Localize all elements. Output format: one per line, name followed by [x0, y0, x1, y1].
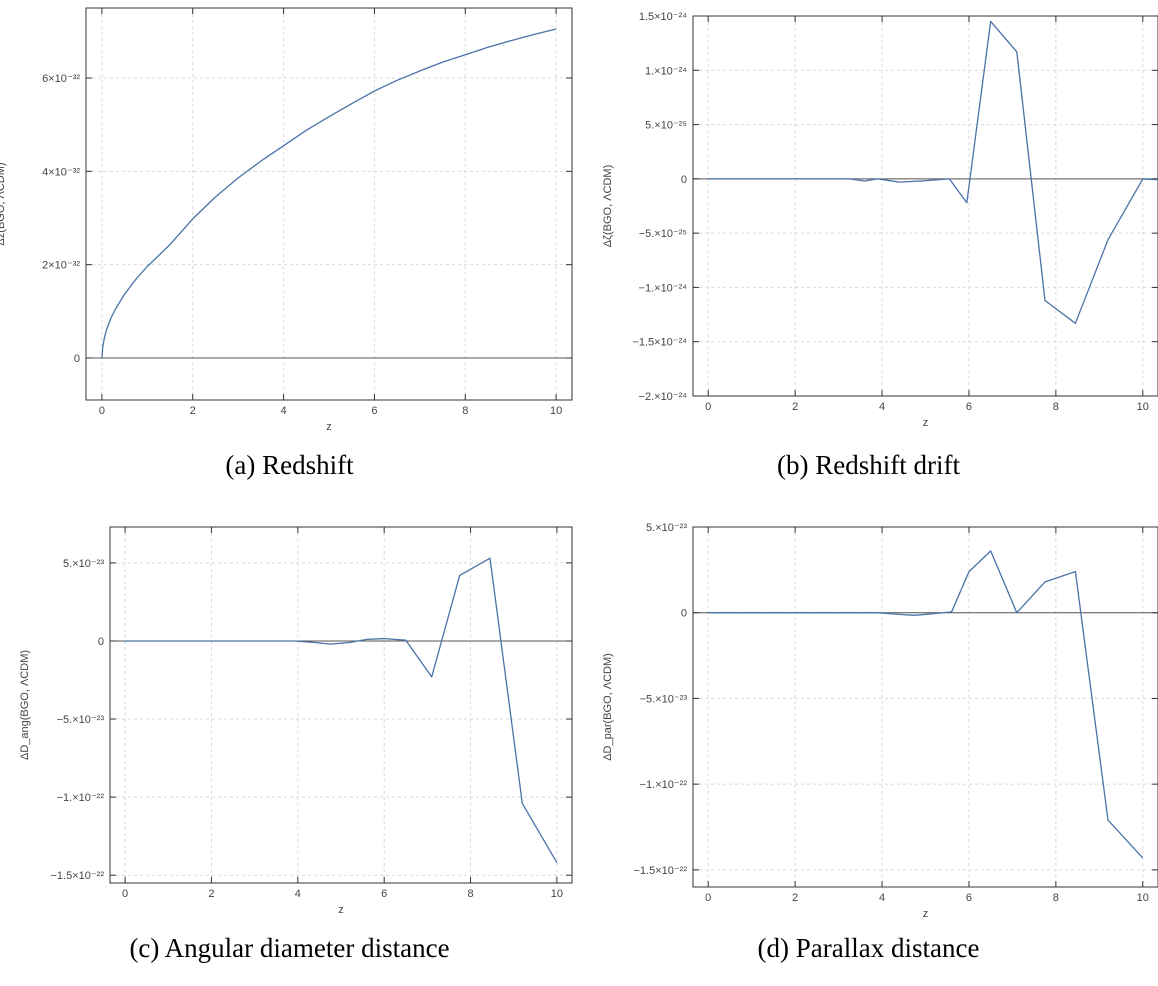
- x-tick-label: 2: [792, 892, 798, 904]
- chart-caption: (b) Redshift drift: [777, 450, 960, 480]
- y-tick-label: 4×10⁻³²: [42, 166, 80, 178]
- chart-caption: (c) Angular diameter distance: [129, 933, 450, 963]
- y-tick-label: −1.×10⁻²²: [640, 779, 688, 791]
- y-tick-label: 0: [681, 174, 687, 186]
- x-axis-label: z: [326, 421, 332, 433]
- y-tick-label: −2.×10⁻²⁴: [639, 391, 688, 403]
- y-tick-label: 0: [98, 636, 104, 648]
- chart-panel-parallax-distance: 0 2 4 6 8 10 5.×10⁻²³ 0 −5.×10⁻²³ −1.×10⁻²² −1.5×1…: [579, 493, 1158, 986]
- plot-frame: [109, 526, 573, 884]
- x-tick-label: 10: [550, 405, 562, 417]
- y-tick-label: 1.×10⁻²⁴: [645, 65, 687, 77]
- x-tick-label: 0: [705, 401, 711, 413]
- chart-caption: (d) Parallax distance: [757, 933, 980, 963]
- y-tick-label: 5.×10⁻²³: [646, 522, 687, 534]
- x-tick-label: 8: [462, 405, 468, 417]
- plot-frame: [692, 15, 1158, 397]
- y-tick-label: 0: [74, 353, 80, 365]
- x-tick-label: 2: [208, 888, 214, 900]
- x-tick-label: 8: [467, 888, 473, 900]
- y-tick-label: −1.5×10⁻²⁴: [632, 337, 687, 349]
- x-tick-label: 10: [1137, 892, 1149, 904]
- x-tick-label: 4: [295, 888, 301, 900]
- chart-panel-redshift-drift: 0 2 4 6 8 10 1.5×10⁻²⁴ 1.×10⁻²⁴ 5.×10⁻²⁵ 0 −5.×10⁻…: [579, 0, 1158, 493]
- series-line: [125, 557, 558, 864]
- x-tick-label: 2: [190, 405, 196, 417]
- chart-svg-redshift: 0 2 4 6 8 10 0 2×10⁻³² 4×10⁻³² 6×10⁻³² z Δz(BGO, ΛC…: [0, 7, 573, 433]
- x-tick-label: 4: [879, 401, 885, 413]
- chart-svg-parallax-distance: 0 2 4 6 8 10 5.×10⁻²³ 0 −5.×10⁻²³ −1.×10⁻²² −1.5×1…: [602, 522, 1158, 920]
- x-tick-label: 10: [551, 888, 563, 900]
- x-axis-label: z: [338, 904, 344, 916]
- x-tick-label: 2: [792, 401, 798, 413]
- x-tick-label: 6: [381, 888, 387, 900]
- x-tick-label: 0: [99, 405, 105, 417]
- y-tick-label: −1.×10⁻²⁴: [639, 282, 688, 294]
- series-line: [708, 550, 1144, 859]
- x-axis-label: z: [923, 908, 929, 920]
- y-tick-label: −5.×10⁻²³: [640, 693, 688, 705]
- y-tick-label: 2×10⁻³²: [42, 260, 80, 272]
- chart-caption: (a) Redshift: [225, 450, 354, 480]
- x-tick-label: 6: [966, 892, 972, 904]
- y-tick-label: −5.×10⁻²⁵: [639, 228, 687, 240]
- x-tick-label: 8: [1053, 401, 1059, 413]
- y-tick-label: −5.×10⁻²³: [57, 714, 105, 726]
- chart-panel-redshift: 0 2 4 6 8 10 0 2×10⁻³² 4×10⁻³² 6×10⁻³² z Δz(BGO, ΛC…: [0, 0, 579, 493]
- y-tick-label: −1.5×10⁻²²: [50, 870, 104, 882]
- series-line: [101, 28, 557, 359]
- plot-frame: [692, 526, 1158, 888]
- x-axis-label: z: [923, 417, 929, 429]
- y-tick-label: 1.5×10⁻²⁴: [639, 11, 687, 23]
- x-tick-label: 0: [705, 892, 711, 904]
- plot-frame: [85, 7, 573, 401]
- x-tick-label: 4: [879, 892, 885, 904]
- y-tick-label: −1.×10⁻²²: [57, 792, 105, 804]
- series-line: [708, 20, 1158, 324]
- chart-panel-angular-distance: 0 2 4 6 8 10 5.×10⁻²³ 0 −5.×10⁻²³ −1.×10⁻²² −1.5×1…: [0, 493, 579, 986]
- y-tick-label: −1.5×10⁻²²: [633, 865, 687, 877]
- chart-svg-redshift-drift: 0 2 4 6 8 10 1.5×10⁻²⁴ 1.×10⁻²⁴ 5.×10⁻²⁵ 0 −5.×10⁻…: [602, 11, 1158, 429]
- y-tick-label: 5.×10⁻²³: [63, 558, 104, 570]
- x-tick-label: 6: [966, 401, 972, 413]
- y-tick-label: 0: [681, 608, 687, 620]
- chart-svg-angular-distance: 0 2 4 6 8 10 5.×10⁻²³ 0 −5.×10⁻²³ −1.×10⁻²² −1.5×1…: [19, 526, 573, 916]
- x-tick-label: 6: [371, 405, 377, 417]
- x-tick-label: 8: [1053, 892, 1059, 904]
- x-tick-label: 0: [122, 888, 128, 900]
- y-axis-label: Δζ(BGO, ΛCDM): [602, 165, 614, 247]
- y-axis-label: Δz(BGO, ΛCDM): [0, 162, 7, 245]
- y-axis-label: ΔD_par(BGO, ΛCDM): [602, 653, 614, 761]
- y-tick-label: 5.×10⁻²⁵: [645, 120, 687, 132]
- x-tick-label: 10: [1137, 401, 1149, 413]
- y-axis-label: ΔD_ang(BGO, ΛCDM): [19, 650, 31, 760]
- x-tick-label: 4: [281, 405, 287, 417]
- y-tick-label: 6×10⁻³²: [42, 73, 80, 85]
